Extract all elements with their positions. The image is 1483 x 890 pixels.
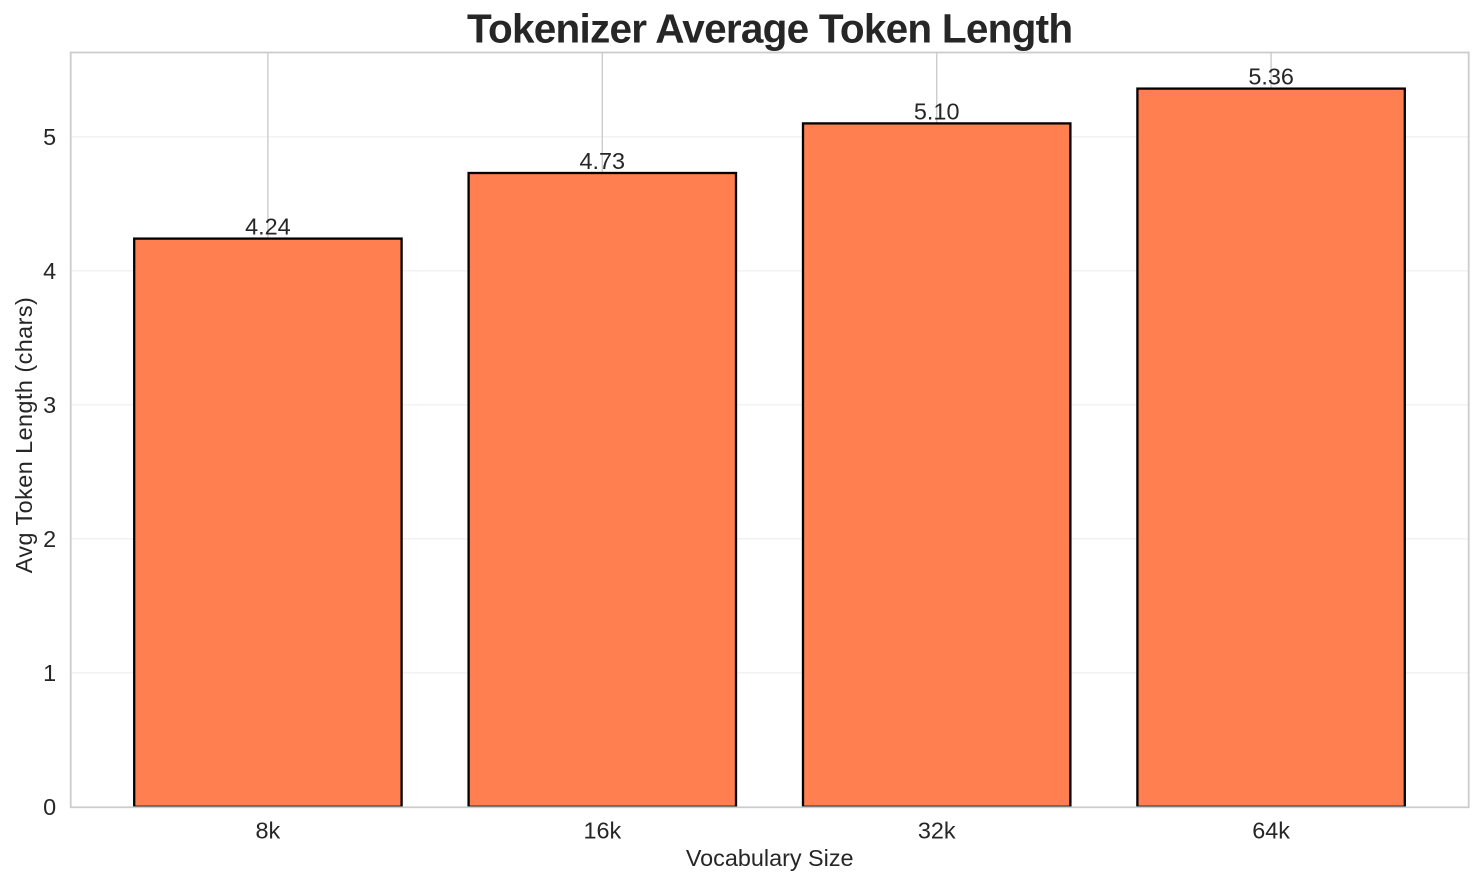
svg-text:5: 5 — [43, 124, 56, 150]
svg-text:Tokenizer Average Token Length: Tokenizer Average Token Length — [467, 5, 1072, 51]
svg-text:4.24: 4.24 — [245, 214, 291, 240]
svg-text:64k: 64k — [1252, 818, 1290, 844]
svg-text:5.36: 5.36 — [1248, 64, 1294, 90]
svg-text:3: 3 — [43, 392, 56, 418]
svg-text:2: 2 — [43, 526, 56, 552]
svg-text:Vocabulary Size: Vocabulary Size — [686, 845, 854, 871]
svg-text:4.73: 4.73 — [580, 148, 626, 174]
svg-text:5.10: 5.10 — [914, 98, 960, 124]
svg-text:0: 0 — [43, 794, 56, 820]
svg-text:16k: 16k — [583, 818, 621, 844]
svg-text:8k: 8k — [256, 818, 281, 844]
svg-text:Avg Token Length (chars): Avg Token Length (chars) — [11, 297, 37, 574]
svg-text:4: 4 — [43, 258, 56, 284]
svg-text:1: 1 — [43, 660, 56, 686]
svg-text:32k: 32k — [918, 818, 956, 844]
